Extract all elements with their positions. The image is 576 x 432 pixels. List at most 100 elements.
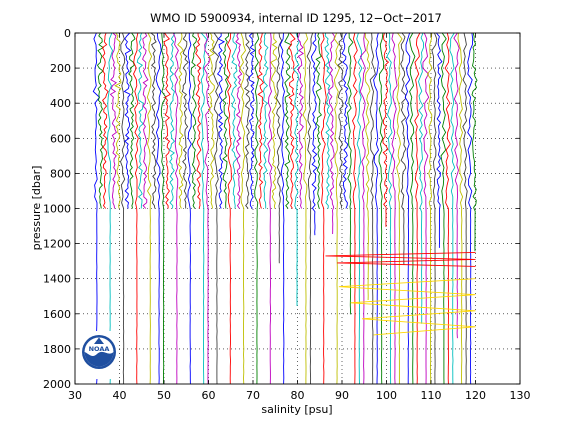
profile-line: [279, 32, 285, 385]
profile-line: [168, 32, 176, 209]
profile-line: [142, 32, 149, 209]
profile-line: [177, 32, 184, 209]
profile-line: [114, 32, 122, 209]
profile-line: [400, 32, 407, 265]
profile-line: [109, 32, 118, 209]
y-tick-label: 1600: [43, 308, 71, 321]
profile-line: [222, 32, 230, 209]
profile-line: [404, 32, 411, 384]
loop-features: [325, 251, 476, 336]
profile-line: [155, 32, 162, 385]
x-tick-label: 30: [68, 389, 82, 402]
x-tick-label: 70: [246, 389, 260, 402]
y-tick-label: 2000: [43, 378, 71, 391]
profile-line: [364, 32, 371, 301]
profile-line: [297, 32, 305, 209]
profile-line: [212, 32, 220, 385]
x-tick-label: 90: [335, 389, 349, 402]
profile-line: [172, 32, 179, 385]
profile-line: [195, 32, 202, 209]
y-tick-label: 200: [50, 62, 71, 75]
x-axis: 30 40 50 60 70 80 90 100 110 120 130: [68, 33, 531, 402]
profile-line: [359, 32, 367, 385]
profile-line: [462, 32, 468, 385]
y-tick-label: 1000: [43, 203, 71, 216]
profile-line: [267, 32, 273, 385]
profile-line: [356, 32, 363, 385]
profile-line: [101, 32, 109, 209]
profile-line: [378, 32, 385, 385]
loop-line: [325, 251, 476, 267]
profile-line: [190, 32, 197, 209]
profile-line: [181, 32, 189, 209]
profile-line: [239, 32, 247, 385]
x-axis-label: salinity [psu]: [261, 403, 332, 416]
y-axis-label: pressure [dbar]: [30, 166, 43, 251]
x-tick-label: 40: [113, 389, 127, 402]
x-tick-label: 120: [465, 389, 486, 402]
profile-line: [243, 32, 251, 209]
profile-line: [123, 32, 132, 209]
profile-line: [163, 32, 171, 209]
profile-line: [284, 32, 292, 209]
profile-line: [436, 32, 443, 248]
profile-line: [235, 32, 243, 209]
profile-line: [346, 32, 354, 315]
profile-line: [467, 32, 474, 385]
chart-title: WMO ID 5900934, internal ID 1295, 12−Oct…: [150, 11, 442, 25]
profile-line: [275, 32, 283, 264]
plot-area: [75, 32, 520, 385]
profile-line: [315, 32, 323, 209]
profile-line: [328, 32, 335, 235]
loop-line: [338, 278, 476, 336]
profile-line: [369, 32, 376, 384]
profile-line: [352, 32, 358, 385]
profile-line: [270, 32, 278, 209]
noaa-logo-text: NOAA: [89, 345, 110, 353]
profile-line: [333, 32, 341, 385]
profile-line: [373, 32, 380, 385]
profile-line: [92, 32, 101, 385]
y-axis: 0 200 400 600 800 1000 1200 1400 1600 1800 2000: [43, 27, 520, 391]
profile-line: [187, 33, 192, 385]
y-tick-label: 1200: [43, 238, 71, 251]
profile-line: [254, 32, 260, 385]
profile-line: [302, 32, 309, 384]
profile-line: [230, 32, 238, 209]
x-tick-label: 60: [202, 389, 216, 402]
profile-line: [440, 32, 447, 385]
noaa-logo-icon: NOAA: [80, 331, 118, 379]
profile-line: [422, 32, 430, 385]
y-tick-label: 400: [50, 97, 71, 110]
profile-line: [216, 32, 226, 209]
profile-line: [418, 32, 424, 324]
profile-line: [107, 32, 113, 385]
profile-line: [288, 32, 296, 209]
profile-line: [146, 32, 153, 385]
profile-line: [386, 32, 393, 384]
profile-line: [310, 32, 318, 236]
profile-line: [203, 32, 211, 385]
profile-line: [262, 32, 269, 209]
profile-line: [409, 32, 416, 385]
profile-line: [120, 32, 126, 384]
profile-line: [208, 32, 215, 209]
y-tick-label: 1800: [43, 343, 71, 356]
y-tick-label: 0: [64, 27, 71, 40]
profile-line: [444, 32, 451, 385]
profile-line: [96, 32, 105, 209]
profile-line: [248, 32, 256, 209]
x-tick-label: 80: [291, 389, 305, 402]
profile-lines: [92, 32, 478, 385]
profile-line: [414, 32, 421, 385]
profile-line: [391, 32, 398, 385]
x-tick-label: 50: [157, 389, 171, 402]
profile-line: [426, 32, 433, 385]
profile-line: [453, 32, 460, 339]
profile-line: [431, 32, 438, 385]
profile-line: [132, 32, 139, 385]
y-tick-label: 800: [50, 167, 71, 180]
profile-line: [160, 32, 167, 384]
